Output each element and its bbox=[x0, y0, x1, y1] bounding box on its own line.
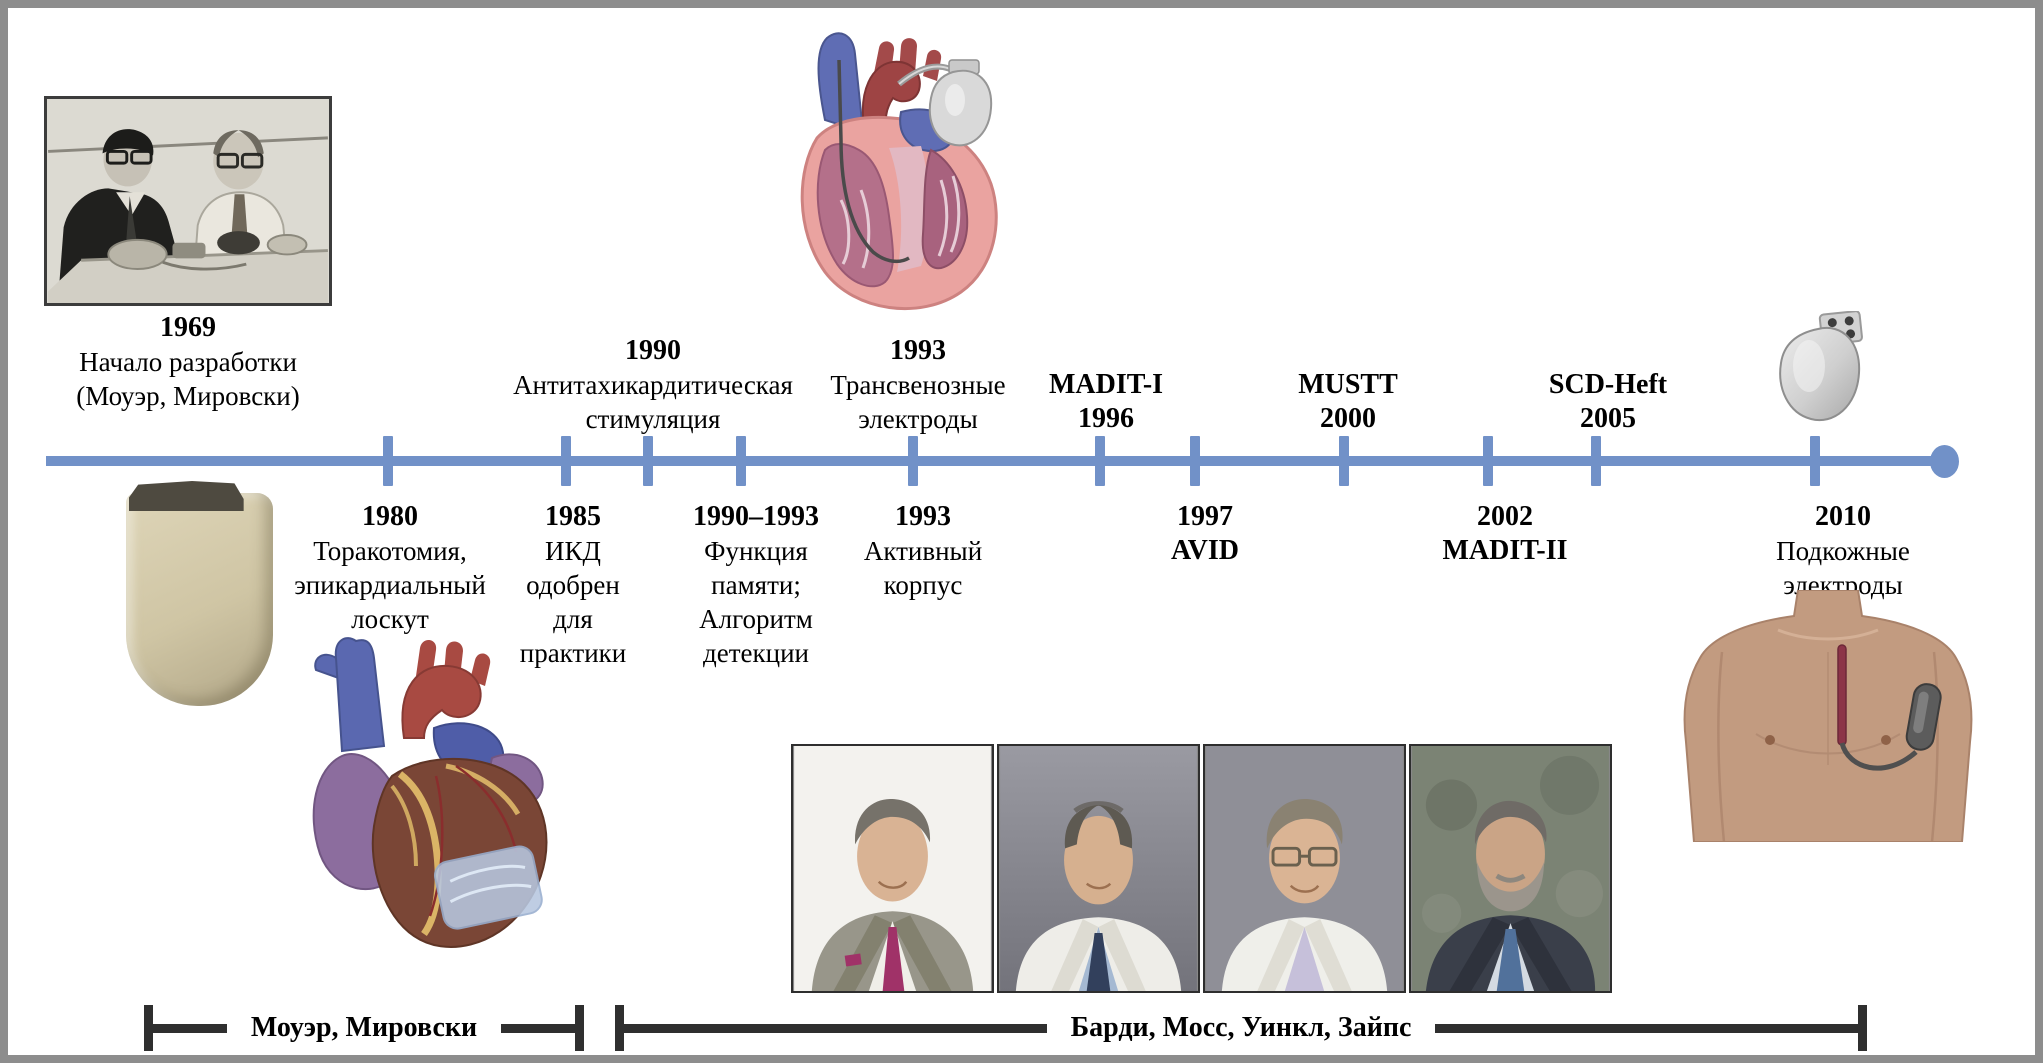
timeline-tick-1990-1993 bbox=[736, 436, 746, 486]
event-year: 2010 bbox=[1814, 501, 1871, 532]
event-above-madit-i: MADIT-I 1996 bbox=[1049, 368, 1163, 436]
bracket-bardy-moss-winkle-zipes: Барди, Мосс, Уинкл, Зайпс bbox=[615, 1005, 1868, 1051]
event-line: лоскут bbox=[351, 604, 429, 634]
event-line: Подкожные bbox=[1776, 536, 1910, 566]
event-year: 2000 bbox=[1319, 403, 1376, 434]
portrait-bardy bbox=[791, 744, 994, 993]
event-below-2002-madit-ii: 2002 MADIT-II bbox=[1443, 500, 1568, 568]
trial-name: SCD-Heft bbox=[1548, 369, 1668, 400]
bracket-line bbox=[153, 1023, 227, 1033]
photo-1969-mower-mirowski bbox=[44, 96, 332, 306]
timeline-tick-1990 bbox=[643, 436, 653, 486]
event-below-1985-approval: 1985 ИКД одобрен для практики bbox=[520, 500, 627, 670]
event-line: Торакотомия, bbox=[313, 536, 467, 566]
event-line: Антитахикардитическая bbox=[513, 370, 793, 400]
event-line: Трансвенозные bbox=[830, 370, 1006, 400]
portrait-moss bbox=[997, 744, 1200, 993]
timeline-tick-2000 bbox=[1339, 436, 1349, 486]
timeline-tick-1980 bbox=[383, 436, 393, 486]
event-line: эпикардиальный bbox=[294, 570, 486, 600]
bracket-left-cap bbox=[615, 1005, 624, 1051]
event-line: памяти; bbox=[711, 570, 801, 600]
bracket-left-cap bbox=[144, 1005, 153, 1051]
bracket-mower-mirowski: Моуэр, Мировски bbox=[144, 1005, 585, 1051]
event-line: практики bbox=[519, 638, 627, 668]
bracket-line bbox=[501, 1023, 576, 1033]
trial-name: MADIT-I bbox=[1048, 369, 1164, 400]
timeline-tick-1996 bbox=[1095, 436, 1105, 486]
timeline-tick-2010 bbox=[1810, 436, 1820, 486]
heart-transvenous-illustration bbox=[800, 32, 998, 311]
trial-name: AVID bbox=[1171, 535, 1239, 566]
timeline-bar bbox=[46, 456, 1953, 466]
event-below-1990-1993-memory: 1990–1993 Функция памяти; Алгоритм детек… bbox=[693, 500, 819, 670]
trial-name: MUSTT bbox=[1298, 369, 1398, 400]
bracket-line bbox=[624, 1023, 1047, 1033]
modern-icd-illustration bbox=[1779, 311, 1863, 422]
event-line: одобрен bbox=[526, 570, 620, 600]
event-above-scd-heft: SCD-Heft 2005 bbox=[1549, 368, 1667, 436]
heart-epicardial-patch-illustration bbox=[312, 637, 548, 948]
event-line: Начало разработки bbox=[79, 347, 297, 377]
subcutaneous-icd-torso-illustration bbox=[1683, 590, 1973, 842]
event-line: ИКД bbox=[545, 536, 601, 566]
epicardial-patch bbox=[434, 845, 543, 930]
event-year: 1990–1993 bbox=[693, 501, 819, 532]
event-year: 1980 bbox=[362, 501, 418, 532]
event-year: 2005 bbox=[1579, 403, 1636, 434]
event-line: Активный bbox=[863, 536, 983, 566]
timeline-tick-2005 bbox=[1591, 436, 1601, 486]
sicd-device-shape bbox=[1905, 683, 1942, 751]
event-below-2010-subcutaneous: 2010 Подкожные электроды bbox=[1776, 500, 1910, 602]
event-below-1993-active-can: 1993 Активный корпус bbox=[864, 500, 982, 602]
transvenous-lead bbox=[837, 59, 910, 264]
event-line: (Моуэр, Мировски) bbox=[76, 381, 300, 411]
sicd-lead bbox=[1839, 742, 1918, 771]
event-year: 1990 bbox=[625, 335, 681, 366]
first-icd-top-cap bbox=[129, 481, 244, 511]
event-line: Алгоритм bbox=[699, 604, 813, 634]
event-below-1980-thoracotomy: 1980 Торакотомия, эпикардиальный лоскут bbox=[294, 500, 486, 636]
event-line: электроды bbox=[858, 404, 978, 434]
event-above-1993-transvenous: 1993 Трансвенозные электроды bbox=[830, 334, 1005, 436]
event-line: Функция bbox=[704, 536, 808, 566]
timeline-tick-2002 bbox=[1483, 436, 1493, 486]
event-year: 1969 bbox=[159, 312, 216, 343]
event-line: для bbox=[553, 604, 593, 634]
first-icd-can-illustration bbox=[126, 481, 273, 706]
event-year: 1996 bbox=[1078, 403, 1134, 434]
timeline-end-dot bbox=[1930, 445, 1959, 478]
bracket-label: Барди, Мосс, Уинкл, Зайпс bbox=[1070, 1012, 1412, 1043]
timeline-tick-1985 bbox=[561, 436, 571, 486]
photo-1969-illustration bbox=[48, 99, 328, 304]
bracket-right-cap bbox=[575, 1005, 585, 1051]
bracket-right-cap bbox=[1858, 1005, 1868, 1051]
event-year: 1985 bbox=[544, 501, 601, 532]
event-line: детекции bbox=[703, 638, 809, 668]
event-year: 1993 bbox=[894, 501, 951, 532]
event-above-1990-antitachycardia: 1990 Антитахикардитическая стимуляция bbox=[513, 334, 793, 436]
event-year: 1997 bbox=[1176, 501, 1233, 532]
trial-name: MADIT-II bbox=[1442, 535, 1568, 566]
portrait-zipes bbox=[1409, 744, 1612, 993]
bracket-label: Моуэр, Мировски bbox=[250, 1012, 478, 1043]
parasternal-electrode bbox=[1837, 644, 1847, 746]
event-year: 1993 bbox=[890, 335, 946, 366]
event-below-1997-avid: 1997 AVID bbox=[1171, 500, 1239, 568]
event-above-mustt: MUSTT 2000 bbox=[1298, 368, 1398, 436]
timeline-tick-1993 bbox=[908, 436, 918, 486]
bracket-line bbox=[1435, 1023, 1859, 1033]
portraits-strip bbox=[791, 744, 1612, 993]
event-line: стимуляция bbox=[585, 404, 721, 434]
event-year: 2002 bbox=[1477, 501, 1533, 532]
event-line: корпус bbox=[883, 570, 963, 600]
event-1969-start: 1969 Начало разработки (Моуэр, Мировски) bbox=[76, 311, 299, 413]
timeline-tick-1997 bbox=[1190, 436, 1200, 486]
portrait-winkle bbox=[1203, 744, 1406, 993]
